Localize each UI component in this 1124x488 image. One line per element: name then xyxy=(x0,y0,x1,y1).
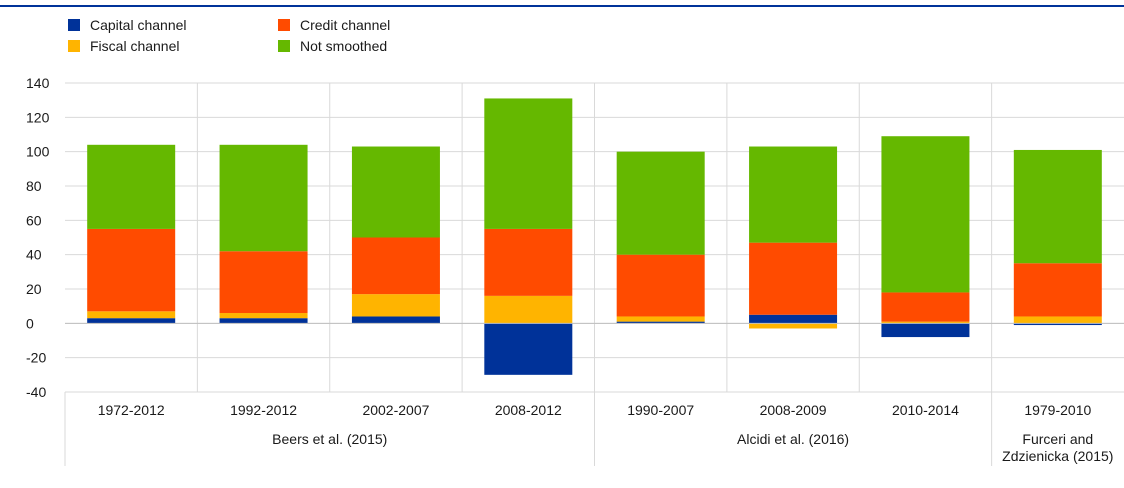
bar-credit-channel-1992-2012 xyxy=(219,251,308,314)
group-label-beers-et-al-2015: Beers et al. (2015) xyxy=(272,431,387,447)
legend-swatch-not-smoothed xyxy=(278,40,290,52)
bar-not-smoothed-2002-2007 xyxy=(351,146,440,238)
bars xyxy=(87,98,1102,375)
group-label-alcidi-et-al-2016: Alcidi et al. (2016) xyxy=(737,431,849,447)
bar-capital-channel-1990-2007 xyxy=(616,321,705,324)
bar-not-smoothed-1972-2012 xyxy=(87,144,176,229)
bar-fiscal-channel-2008-2009 xyxy=(749,323,838,329)
bar-capital-channel-2010-2014 xyxy=(881,323,970,338)
legend: Capital channel Credit channel Fiscal chan… xyxy=(68,17,390,54)
group-label-alcidi-et-al-2016-line: Alcidi et al. (2016) xyxy=(737,431,849,447)
bar-fiscal-channel-2010-2014 xyxy=(881,321,970,324)
bar-fiscal-channel-1992-2012 xyxy=(219,313,308,319)
y-tick-label: -20 xyxy=(26,350,46,366)
y-axis: -40 -20 0 20 40 60 80 100 120 140 xyxy=(26,75,50,400)
bar-not-smoothed-2008-2012 xyxy=(484,98,573,229)
bar-capital-channel-1979-2010 xyxy=(1013,323,1102,326)
bar-not-smoothed-1992-2012 xyxy=(219,144,308,252)
bar-credit-channel-1979-2010 xyxy=(1013,263,1102,317)
y-tick-label: 60 xyxy=(26,212,42,228)
bar-capital-channel-2008-2009 xyxy=(749,314,838,324)
bar-credit-channel-2008-2009 xyxy=(749,242,838,315)
bar-credit-channel-1990-2007 xyxy=(616,254,705,317)
bar-fiscal-channel-2002-2007 xyxy=(351,294,440,317)
y-tick-label: -40 xyxy=(26,384,46,400)
y-tick-label: 0 xyxy=(26,315,34,331)
x-tick-label-2008-2009: 2008-2009 xyxy=(760,402,827,418)
legend-label-capital-channel: Capital channel xyxy=(90,17,187,33)
legend-label-credit-channel: Credit channel xyxy=(300,17,390,33)
y-tick-label: 20 xyxy=(26,281,42,297)
x-tick-label-2010-2014: 2010-2014 xyxy=(892,402,959,418)
x-tick-label-1972-2012: 1972-2012 xyxy=(98,402,165,418)
y-tick-label: 100 xyxy=(26,144,50,160)
bar-capital-channel-2008-2012 xyxy=(484,323,573,375)
group-label-furceri-and-zdzienicka-2015: Furceri and Zdzienicka (2015) xyxy=(1002,431,1113,464)
bar-not-smoothed-2008-2009 xyxy=(749,146,838,243)
bar-credit-channel-1972-2012 xyxy=(87,228,176,312)
legend-swatch-capital-channel xyxy=(68,19,80,31)
legend-swatch-credit-channel xyxy=(278,19,290,31)
bar-credit-channel-2010-2014 xyxy=(881,292,970,322)
bar-not-smoothed-1990-2007 xyxy=(616,151,705,255)
bar-fiscal-channel-1972-2012 xyxy=(87,311,176,319)
x-tick-label-1979-2010: 1979-2010 xyxy=(1024,402,1091,418)
legend-label-fiscal-channel: Fiscal channel xyxy=(90,38,180,54)
x-axis: 1972-2012 1992-2012 2002-2007 2008-2012 1990… xyxy=(64,322,1124,466)
group-label-beers-et-al-2015-line: Beers et al. (2015) xyxy=(272,431,387,447)
x-tick-label-2002-2007: 2002-2007 xyxy=(362,402,429,418)
y-tick-label: 140 xyxy=(26,75,50,91)
bar-capital-channel-1972-2012 xyxy=(87,318,176,324)
legend-label-not-smoothed: Not smoothed xyxy=(300,38,387,54)
group-label-furceri-and-zdzienicka-2015-line: Zdzienicka (2015) xyxy=(1002,448,1113,464)
bar-fiscal-channel-1990-2007 xyxy=(616,316,705,322)
bar-not-smoothed-2010-2014 xyxy=(881,136,970,293)
y-tick-label: 80 xyxy=(26,178,42,194)
bar-fiscal-channel-1979-2010 xyxy=(1013,316,1102,324)
bar-capital-channel-2002-2007 xyxy=(351,316,440,324)
y-tick-label: 40 xyxy=(26,247,42,263)
bar-credit-channel-2002-2007 xyxy=(351,237,440,295)
bar-credit-channel-2008-2012 xyxy=(484,228,573,296)
bar-not-smoothed-1979-2010 xyxy=(1013,149,1102,264)
x-tick-label-1992-2012: 1992-2012 xyxy=(230,402,297,418)
group-label-furceri-and-zdzienicka-2015-line: Furceri and xyxy=(1022,431,1093,447)
y-tick-label: 120 xyxy=(26,109,50,125)
bar-fiscal-channel-2008-2012 xyxy=(484,295,573,324)
x-tick-label-1990-2007: 1990-2007 xyxy=(627,402,694,418)
x-tick-label-2008-2012: 2008-2012 xyxy=(495,402,562,418)
bar-capital-channel-1992-2012 xyxy=(219,318,308,324)
legend-swatch-fiscal-channel xyxy=(68,40,80,52)
